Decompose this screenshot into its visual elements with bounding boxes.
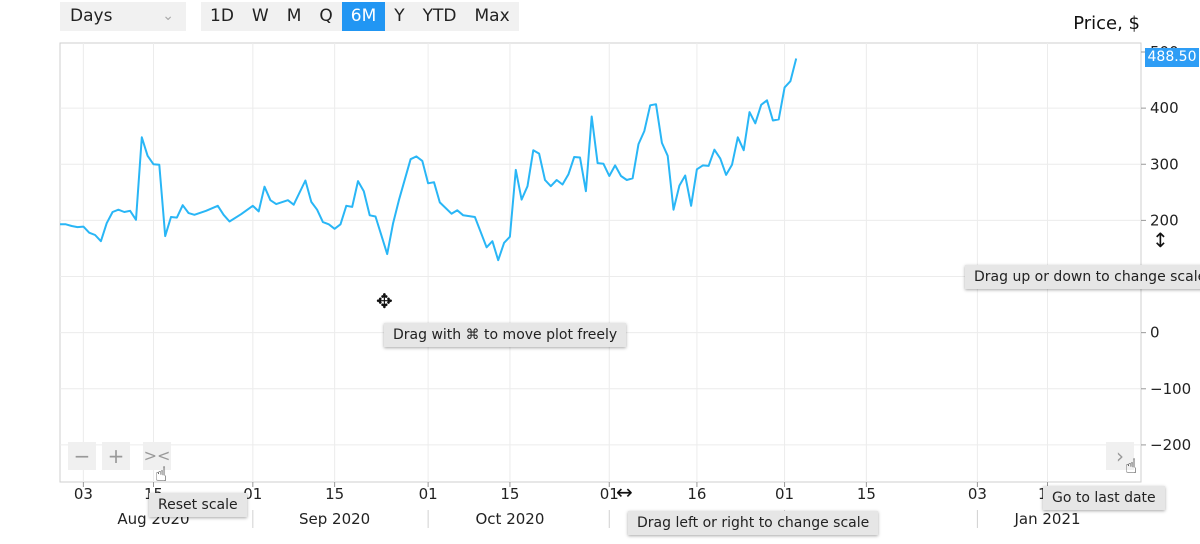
range-tab-q[interactable]: Q	[319, 6, 333, 26]
go-to-last-date-button[interactable]: ›	[1106, 442, 1134, 470]
x-tick-label: 01	[419, 485, 438, 503]
horizontal-scale-hint: Drag left or right to change scale	[628, 511, 879, 535]
zoom-out-button[interactable]: −	[68, 442, 96, 470]
chevron-down-icon: ⌄	[162, 8, 174, 24]
x-tick-label: 01	[600, 485, 619, 503]
range-tab-1d[interactable]: 1D	[210, 6, 234, 26]
x-tick-label: 01	[243, 485, 262, 503]
hand-cursor-icon: ☝	[1125, 454, 1138, 478]
x-tick-label: 16	[687, 485, 706, 503]
range-tab-m[interactable]: M	[286, 6, 302, 26]
month-label: Jan 2021	[1013, 510, 1080, 528]
month-label: Sep 2020	[299, 510, 370, 528]
move-cursor-icon: ✥	[376, 289, 393, 313]
month-label: Oct 2020	[475, 510, 544, 528]
range-tab-6m[interactable]: 6M	[341, 2, 386, 31]
zoom-in-button[interactable]: +	[102, 442, 130, 470]
go-to-last-date-hint: Go to last date	[1043, 486, 1165, 510]
x-tick-label: 03	[968, 485, 987, 503]
range-tab-ytd[interactable]: YTD	[422, 6, 457, 26]
range-tab-max[interactable]: Max	[474, 6, 510, 26]
vertical-resize-cursor-icon: ↕	[1152, 228, 1169, 252]
reset-scale-button[interactable]: ><	[143, 442, 171, 470]
x-tick-label: 03	[74, 485, 93, 503]
range-tab-w[interactable]: W	[251, 6, 269, 26]
y-tick-label: 400	[1150, 99, 1179, 117]
hand-cursor-icon: ☝	[155, 462, 168, 486]
y-tick-label: 0	[1150, 324, 1160, 342]
plot-area-border	[59, 42, 1142, 483]
y-tick-label: −200	[1150, 436, 1191, 454]
vertical-gridlines	[82, 43, 1049, 482]
horizontal-resize-cursor-icon: ↔	[616, 480, 633, 504]
x-tick-label: 15	[325, 485, 344, 503]
period-select-value: Days	[70, 6, 113, 26]
y-axis-title: Price, $	[1073, 13, 1140, 34]
vertical-scale-hint: Drag up or down to change scale	[965, 265, 1200, 289]
x-tick-label: 01	[775, 485, 794, 503]
range-tab-y[interactable]: Y	[394, 6, 405, 26]
x-tick-label: 15	[857, 485, 876, 503]
move-plot-hint: Drag with ⌘ to move plot freely	[384, 323, 627, 347]
y-tick-label: −100	[1150, 380, 1191, 398]
last-value-badge: 488.50	[1145, 48, 1199, 67]
x-tick-label: 15	[500, 485, 519, 503]
period-select[interactable]: Days ⌄	[60, 2, 186, 31]
reset-scale-hint: Reset scale	[149, 493, 247, 517]
y-tick-label: 200	[1150, 211, 1179, 229]
y-tick-label: 300	[1150, 155, 1179, 173]
range-tabs: 1D W M Q 6M Y YTD Max	[201, 2, 519, 31]
price-series-line	[60, 58, 798, 262]
